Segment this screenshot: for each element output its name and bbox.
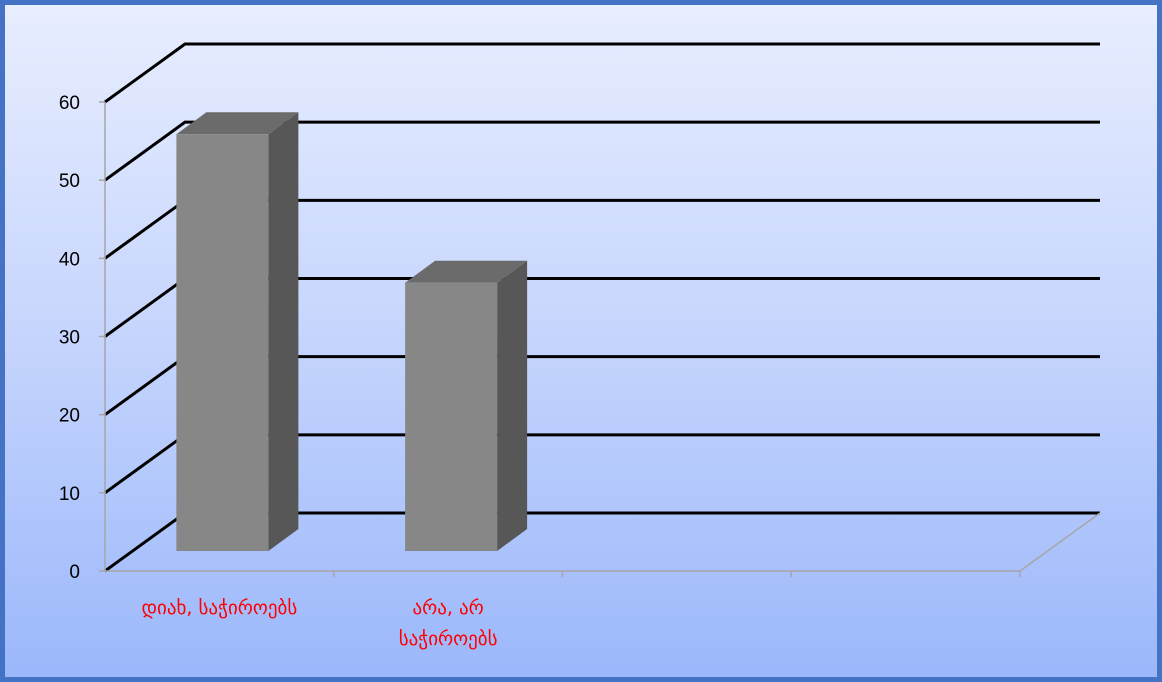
bar-front	[176, 134, 269, 551]
y-tick-label: 60	[59, 93, 80, 114]
bar-side	[268, 112, 299, 552]
bar-side	[497, 260, 528, 551]
bar-1	[176, 112, 299, 552]
bar-top	[176, 112, 299, 135]
x-tick-label-line: საჭიროებს	[399, 628, 498, 650]
bar-top	[405, 260, 528, 283]
x-tick-label: არა, არ საჭიროებს	[399, 597, 498, 650]
bar-2	[405, 260, 528, 551]
y-tick-label: 10	[59, 484, 80, 505]
x-tick-label-line: არა, არ	[412, 597, 483, 619]
labels: 0 10 20 30 40 50 60 დიახ, საჭიროებს არა, არ საჭირ…	[59, 93, 498, 650]
y-tick-label: 30	[59, 328, 80, 349]
y-tick-label: 40	[59, 249, 80, 270]
bars	[176, 112, 528, 552]
floor-edge	[1019, 512, 1101, 572]
x-tick-label-line: დიახ, საჭიროებს	[141, 597, 297, 619]
gridline	[104, 120, 1100, 182]
y-tick-label: 0	[69, 562, 80, 583]
x-tick-label: დიახ, საჭიროებს	[141, 597, 297, 619]
bar-front	[405, 282, 498, 551]
y-tick-label: 50	[59, 171, 80, 192]
axes	[99, 101, 1021, 577]
gridline	[104, 42, 1100, 104]
y-tick-label: 20	[59, 406, 80, 427]
